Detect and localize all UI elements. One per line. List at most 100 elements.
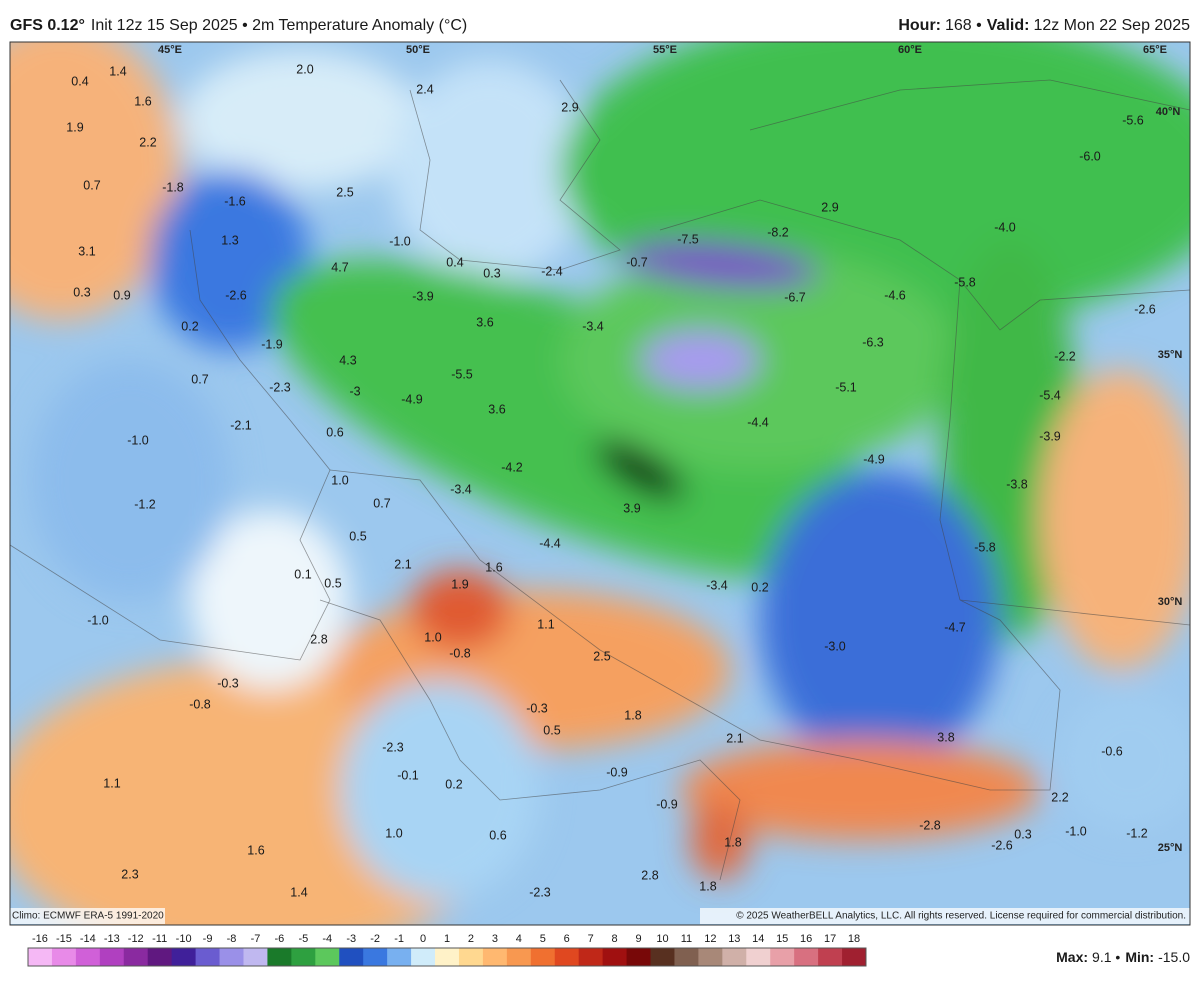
anomaly-label: 3.9 xyxy=(623,501,640,515)
anomaly-label: -3.9 xyxy=(1039,429,1061,443)
colorbar-swatch xyxy=(602,948,628,966)
colorbar-swatch xyxy=(267,948,292,966)
map: 45°E 50°E 55°E 60°E 65°E 40°N 35°N 30°N 25°N 0.4 1… xyxy=(10,42,1190,925)
anomaly-label: 2.4 xyxy=(416,82,433,96)
colorbar-tick-label: 2 xyxy=(468,933,474,945)
max-label: Max: xyxy=(1056,949,1088,965)
anomaly-label: 0.7 xyxy=(373,496,390,510)
colorbar-tick-label: -14 xyxy=(80,933,96,945)
anomaly-region xyxy=(760,470,1000,770)
anomaly-label: -4.4 xyxy=(747,415,769,429)
grid-label: 45°E xyxy=(158,44,182,56)
anomaly-label: 1.1 xyxy=(537,617,554,631)
anomaly-label: 2.2 xyxy=(1051,790,1068,804)
colorbar-tick-label: -1 xyxy=(394,933,404,945)
stats: Max: 9.1 • Min: -15.0 xyxy=(1056,949,1190,965)
anomaly-label: 2.9 xyxy=(821,200,838,214)
anomaly-label: -0.7 xyxy=(626,255,648,269)
anomaly-label: 1.6 xyxy=(485,560,502,574)
anomaly-label: 1.1 xyxy=(103,776,120,790)
anomaly-label: -4.9 xyxy=(863,452,885,466)
anomaly-label: -2.4 xyxy=(541,264,563,278)
anomaly-label: -3.8 xyxy=(1006,477,1028,491)
anomaly-label: -0.8 xyxy=(189,697,211,711)
anomaly-label: -6.7 xyxy=(784,290,806,304)
anomaly-region xyxy=(30,360,230,600)
anomaly-label: 1.0 xyxy=(424,630,441,644)
colorbar-tick-label: 1 xyxy=(444,933,450,945)
anomaly-label: -3.4 xyxy=(582,319,604,333)
anomaly-label: 3.6 xyxy=(488,402,505,416)
anomaly-label: 1.4 xyxy=(290,885,307,899)
colorbar-swatch xyxy=(195,948,221,966)
colorbar-swatch xyxy=(530,948,556,966)
map-labels: 45°E 50°E 55°E 60°E 65°E 40°N 35°N 30°N 25°N 0.4 1… xyxy=(66,44,1182,899)
colorbar-tick-label: -8 xyxy=(227,933,237,945)
anomaly-label: 2.5 xyxy=(593,649,610,663)
anomaly-label: -6.3 xyxy=(862,335,884,349)
grid-label: 30°N xyxy=(1158,596,1183,608)
colorbar-swatch xyxy=(411,948,436,966)
colorbar-swatch xyxy=(746,948,771,966)
model-name: GFS 0.12° xyxy=(10,17,85,34)
anomaly-label: 1.9 xyxy=(66,120,83,134)
anomaly-label: -0.9 xyxy=(656,797,678,811)
anomaly-label: -0.1 xyxy=(397,768,419,782)
anomaly-label: -3.0 xyxy=(824,639,846,653)
anomaly-region xyxy=(340,680,540,900)
colorbar-swatch xyxy=(339,948,364,966)
anomaly-region xyxy=(1060,690,1190,830)
anomaly-label: -0.3 xyxy=(526,701,548,715)
anomaly-label: 2.0 xyxy=(296,62,313,76)
anomaly-label: 0.1 xyxy=(294,567,311,581)
header-subtitle: Init 12z 15 Sep 2025 • 2m Temperature An… xyxy=(91,17,467,34)
anomaly-label: -1.2 xyxy=(1126,826,1148,840)
max-value: 9.1 • xyxy=(1092,949,1120,965)
grid-label: 50°E xyxy=(406,44,430,56)
colorbar-tick-label: 3 xyxy=(492,933,498,945)
valid-label: Valid: xyxy=(987,17,1030,34)
anomaly-label: 0.5 xyxy=(349,529,366,543)
anomaly-label: 4.3 xyxy=(339,353,356,367)
anomaly-label: -2.3 xyxy=(382,740,404,754)
hour-value: 168 • xyxy=(945,17,982,34)
anomaly-label: -1.9 xyxy=(261,337,283,351)
anomaly-label: -8.2 xyxy=(767,225,789,239)
anomaly-label: 3.8 xyxy=(937,730,954,744)
colorbar-swatch xyxy=(818,948,843,966)
colorbar-tick-label: 15 xyxy=(776,933,788,945)
grid-label: 65°E xyxy=(1143,44,1167,56)
anomaly-label: -1.0 xyxy=(87,613,109,627)
anomaly-label: -1.0 xyxy=(389,234,411,248)
anomaly-label: -2.1 xyxy=(230,418,252,432)
colorbar-tick-label: 11 xyxy=(681,933,692,945)
anomaly-label: -1.0 xyxy=(1065,824,1087,838)
colorbar-swatch xyxy=(435,948,460,966)
colorbar-swatch xyxy=(578,948,604,966)
colorbar-swatch xyxy=(458,948,484,966)
colorbar-swatch xyxy=(75,948,101,966)
anomaly-label: 1.8 xyxy=(724,835,741,849)
grid-label: 60°E xyxy=(898,44,922,56)
anomaly-label: 0.9 xyxy=(113,288,130,302)
anomaly-label: 1.0 xyxy=(385,826,402,840)
header-right: Hour: 168 • Valid: 12z Mon 22 Sep 2025 xyxy=(898,17,1190,34)
grid-label: 25°N xyxy=(1158,842,1183,854)
border-line xyxy=(939,279,961,601)
coastline xyxy=(319,599,741,881)
anomaly-label: -3 xyxy=(349,384,360,398)
copyright: © 2025 WeatherBELL Analytics, LLC. All r… xyxy=(736,911,1186,922)
anomaly-label: -1.0 xyxy=(127,433,149,447)
anomaly-label: 2.1 xyxy=(726,731,743,745)
anomaly-label: 1.4 xyxy=(109,64,126,78)
colorbar-frame xyxy=(27,947,867,967)
colorbar-swatch xyxy=(482,948,508,966)
colorbar-tick-label: 0 xyxy=(420,933,426,945)
colorbar-swatch xyxy=(123,948,149,966)
anomaly-region xyxy=(150,170,310,350)
anomaly-label: 0.4 xyxy=(446,255,463,269)
header-left: GFS 0.12° Init 12z 15 Sep 2025 • 2m Tempe… xyxy=(10,17,467,34)
coastline xyxy=(409,79,621,271)
colorbar-swatch xyxy=(28,948,53,966)
